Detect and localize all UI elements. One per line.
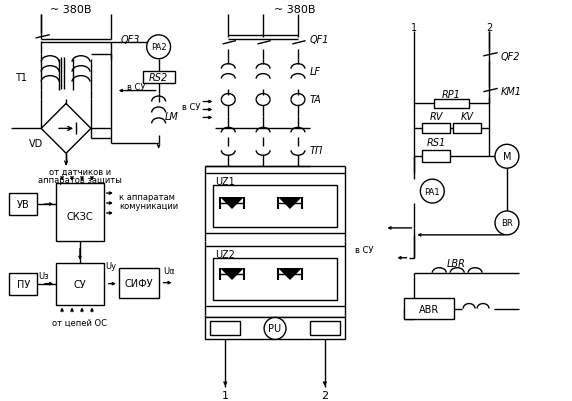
Bar [422,151,450,163]
Text: Uα: Uα [163,267,174,275]
Text: СУ: СУ [74,279,86,289]
Polygon shape [290,198,302,209]
Text: в СУ: в СУ [182,103,200,112]
Text: 2: 2 [321,390,328,400]
Bar [213,258,337,300]
Text: T1: T1 [15,73,27,83]
Text: QF3: QF3 [121,35,140,45]
Text: LBR: LBR [447,258,466,268]
Text: к аппаратам: к аппаратам [119,192,174,201]
Text: СИФУ: СИФУ [124,278,153,288]
Text: RP1: RP1 [442,89,460,99]
Text: комуникации: комуникации [119,201,178,210]
Text: Uз: Uз [38,271,49,280]
Text: PU: PU [268,324,281,334]
Bar [213,186,337,227]
Bar [142,71,174,83]
Text: PA1: PA1 [424,187,440,196]
Bar [56,263,104,305]
Text: Uу: Uу [105,261,117,271]
Text: ~ 380В: ~ 380В [274,5,316,15]
Circle shape [420,180,444,204]
Text: UZ1: UZ1 [215,177,235,186]
Polygon shape [220,268,232,280]
Text: BR: BR [501,219,513,228]
Text: УВ: УВ [17,200,30,209]
Text: ~ 380В: ~ 380В [50,5,92,15]
Bar [210,322,240,336]
Text: VD: VD [29,139,43,149]
Polygon shape [278,198,290,209]
Text: RS2: RS2 [149,73,168,83]
Text: СКЗС: СКЗС [67,211,93,221]
Text: TA: TA [310,94,321,104]
Text: RS1: RS1 [427,138,446,148]
Polygon shape [220,198,232,209]
Text: PA2: PA2 [151,43,166,52]
Text: 1: 1 [411,23,418,33]
Text: ABR: ABR [419,304,439,314]
Text: от датчиков и: от датчиков и [49,167,111,176]
Circle shape [495,145,519,169]
Circle shape [495,211,519,235]
Text: 2: 2 [486,23,492,33]
Text: LF: LF [310,67,321,77]
Circle shape [146,36,170,60]
Text: 1: 1 [222,390,229,400]
Bar [205,318,345,340]
Bar [404,298,454,320]
Text: QF2: QF2 [501,52,521,62]
Text: LM: LM [165,112,178,122]
Polygon shape [290,268,302,280]
Bar [453,124,481,134]
Text: KV: KV [460,112,474,122]
Bar [422,124,450,134]
Bar [9,194,37,215]
Text: в СУ: в СУ [355,246,373,255]
Text: KM1: KM1 [501,86,522,96]
Bar [205,174,345,233]
Polygon shape [232,198,244,209]
Circle shape [264,318,286,340]
Bar [56,184,104,241]
Text: от цепей ОС: от цепей ОС [53,318,108,327]
Text: RV: RV [430,112,443,122]
Text: M: M [503,152,511,162]
Bar [434,99,469,109]
Text: в СУ: в СУ [127,83,146,92]
Bar [9,273,37,295]
Polygon shape [278,268,290,280]
Text: ТП: ТП [310,146,323,156]
Text: аппаратов защиты: аппаратов защиты [38,175,122,184]
Bar [205,246,345,306]
Text: ПУ: ПУ [17,279,30,289]
Bar [310,322,340,336]
Bar [119,268,158,298]
Polygon shape [232,268,244,280]
Text: UZ2: UZ2 [215,249,235,259]
Text: QF1: QF1 [310,35,329,45]
